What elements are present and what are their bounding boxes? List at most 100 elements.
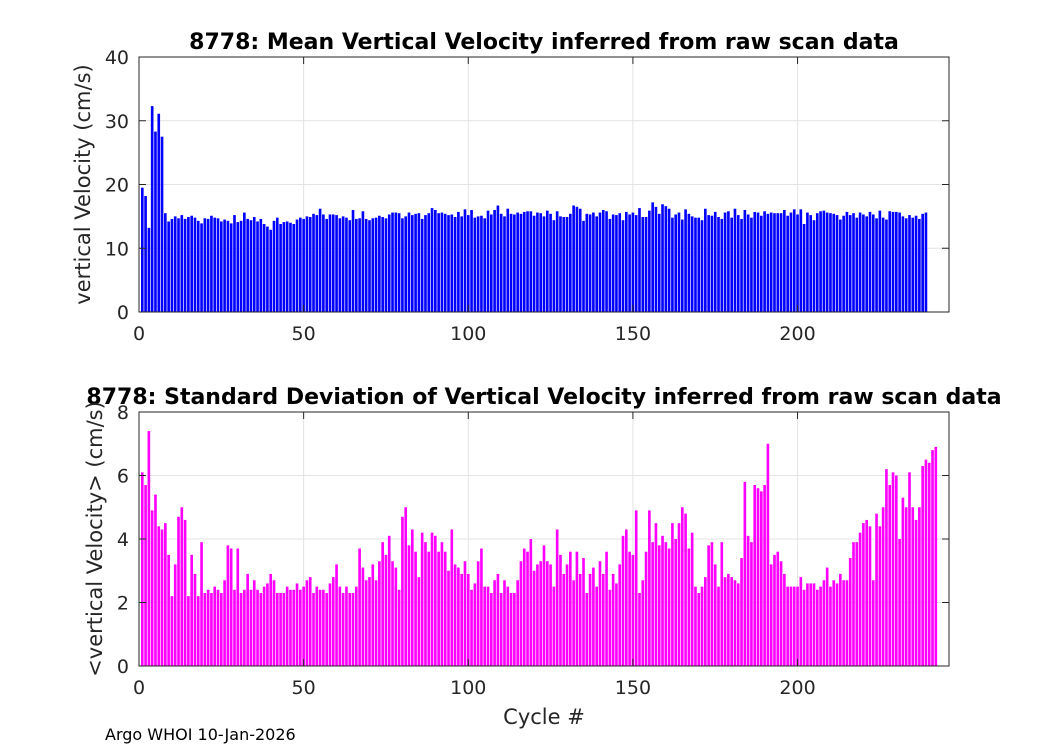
mean-velocity-bar [272,220,276,312]
std-velocity-ytick-label: 0 [117,656,129,678]
std-velocity-bar [812,583,816,666]
mean-velocity-bar [592,212,595,312]
std-velocity-bar [792,586,796,667]
mean-velocity-ylabel: vertical Velocity (cm/s) [71,64,95,304]
std-velocity-bar [760,491,763,667]
mean-velocity-bar [453,217,457,312]
mean-velocity-bar [855,217,859,312]
mean-velocity-bar [924,212,928,312]
mean-velocity-bar [384,218,388,312]
std-velocity-bar [621,535,625,666]
mean-velocity-bar [694,217,697,312]
std-velocity-bar [753,485,757,666]
mean-velocity-bar [177,218,180,312]
std-velocity-bar [318,589,322,666]
mean-velocity-bar [193,217,197,312]
std-velocity-bar [144,485,147,666]
mean-velocity-bar [417,213,421,312]
mean-velocity-bar [506,208,510,312]
mean-velocity-bar [457,211,460,312]
mean-velocity-bar [361,211,365,312]
std-velocity-bar [704,577,707,666]
mean-velocity-bar [410,215,414,312]
mean-velocity-bar [358,218,361,312]
std-velocity-bar [262,586,266,667]
mean-velocity-bar [407,212,411,312]
mean-velocity-bar [150,106,154,312]
std-velocity-bar [279,592,282,666]
mean-velocity-bar [904,218,908,312]
std-velocity-bar [927,462,931,666]
mean-velocity-bar [888,211,892,312]
std-velocity-bar [473,583,477,666]
mean-velocity-bar [605,211,608,312]
std-velocity-bar [160,529,164,666]
std-velocity-bar [140,472,144,666]
std-velocity-bar [891,472,895,666]
std-velocity-bar [634,510,638,666]
std-velocity-bar [661,535,664,666]
std-velocity-bar [348,592,352,666]
std-velocity-bar [351,592,355,666]
mean-velocity-bar [799,209,803,312]
std-velocity-bar [220,592,223,666]
std-velocity-bar [931,450,934,666]
mean-velocity-bar [555,211,559,312]
mean-velocity-bar [588,214,592,312]
std-velocity-bar [272,580,276,666]
mean-velocity-bar [447,215,450,312]
mean-velocity-bar [766,213,770,312]
mean-velocity-bar [598,212,602,312]
std-velocity-bar [503,580,506,666]
std-velocity-bar [374,580,378,666]
std-velocity-bar [687,548,691,666]
mean-velocity-bar [243,212,246,312]
std-velocity-ylabel: <vertical Velocity> (cm/s) [83,401,107,677]
std-velocity-bar [740,558,743,666]
mean-velocity-bar [565,217,569,312]
std-velocity-bar [783,573,786,666]
std-velocity-bar [170,596,174,666]
mean-velocity-bar [885,219,888,312]
std-velocity-bar [440,542,444,666]
std-velocity-bar [289,589,292,666]
mean-velocity-bar [585,213,589,312]
std-velocity-bar [157,526,161,666]
std-velocity-bar [371,564,375,666]
std-velocity-bar [203,592,207,666]
mean-velocity-ytick-label: 10 [105,238,129,260]
mean-velocity-bar [460,216,463,313]
mean-velocity-bar [374,217,378,312]
std-velocity-bar [825,567,829,666]
std-velocity-bar [509,592,513,666]
mean-velocity-bar [401,218,404,312]
std-velocity-ytick-label: 6 [117,466,129,488]
std-velocity-bar [588,573,592,666]
mean-velocity-bar [868,211,872,312]
std-velocity-bar [572,580,575,666]
mean-velocity-bar [420,218,424,312]
mean-velocity-bar [631,212,635,312]
mean-velocity-bar [796,214,799,312]
mean-velocity-bar [282,222,286,312]
std-velocity-bar [611,573,615,666]
std-velocity-bar [565,564,569,666]
mean-velocity-bar [862,214,865,312]
mean-velocity-bar [318,208,322,312]
std-velocity-bar [858,532,862,666]
std-velocity-bar [434,535,437,666]
mean-velocity-bar [394,212,398,312]
mean-velocity-bar [578,208,582,312]
mean-velocity-bar [562,217,566,312]
std-velocity-bar [842,580,845,666]
std-velocity-bar [236,548,240,666]
mean-velocity-bar [476,216,480,313]
std-velocity-bar [700,586,704,667]
mean-velocity-bar [654,206,658,312]
mean-velocity-bar [536,212,539,312]
std-velocity-bar [631,554,635,667]
mean-velocity-bar [895,211,898,312]
std-velocity-bar [885,469,888,666]
mean-velocity-bar [216,218,220,312]
std-velocity-bar [595,586,598,667]
